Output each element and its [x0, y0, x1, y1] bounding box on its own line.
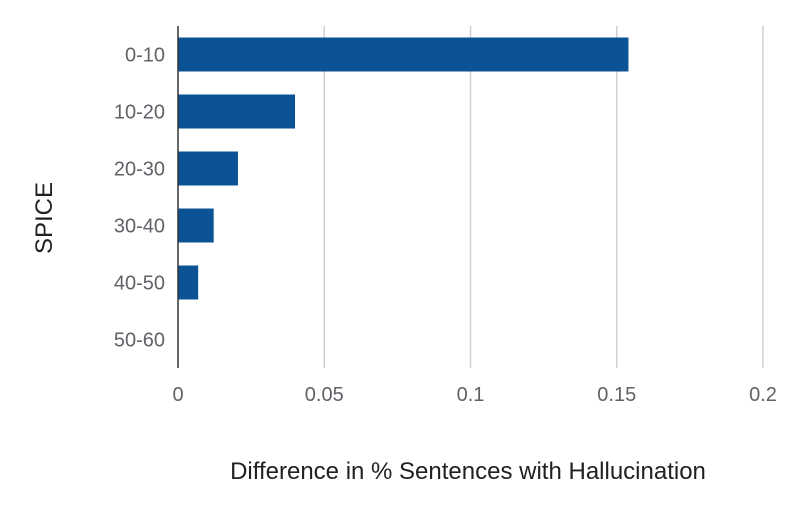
x-tick-label-0: 0 — [172, 384, 183, 406]
bars — [178, 37, 629, 300]
y-tick-labels: 0-10 10-20 20-30 30-40 40-50 50-60 — [114, 45, 165, 352]
bar-40-50 — [178, 265, 199, 300]
x-tick-label-0.05: 0.05 — [305, 384, 344, 406]
y-tick-label-50-60: 50-60 — [114, 330, 165, 352]
y-tick-label-10-20: 10-20 — [114, 102, 165, 124]
bar-30-40 — [178, 208, 214, 243]
bar-20-30 — [178, 151, 238, 186]
gridlines — [323, 26, 764, 368]
x-tick-label-0.1: 0.1 — [457, 384, 485, 406]
x-tick-label-0.15: 0.15 — [597, 384, 636, 406]
bar-10-20 — [178, 94, 295, 129]
y-tick-label-30-40: 30-40 — [114, 216, 165, 238]
y-tick-label-20-30: 20-30 — [114, 159, 165, 181]
y-axis-title: SPICE — [31, 182, 58, 254]
x-tick-labels: 0 0.05 0.1 0.15 0.2 — [172, 384, 776, 406]
bar-0-10 — [178, 37, 629, 72]
y-tick-label-40-50: 40-50 — [114, 273, 165, 295]
x-tick-label-0.2: 0.2 — [749, 384, 777, 406]
y-tick-label-0-10: 0-10 — [125, 45, 165, 67]
x-axis-title: Difference in % Sentences with Hallucina… — [230, 458, 706, 485]
